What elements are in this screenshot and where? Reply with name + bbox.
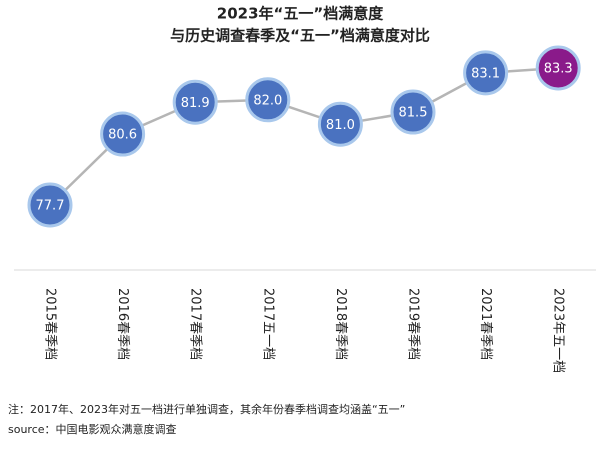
x-tick-label: 2023年五一档: [551, 288, 566, 373]
x-tick-label: 2018春季档: [333, 288, 348, 360]
marker: [535, 45, 581, 91]
marker: [245, 77, 291, 123]
value-label: 77.7: [36, 199, 65, 214]
value-label: 81.5: [399, 106, 428, 121]
x-tick-label: 2016春季档: [115, 288, 130, 360]
marker: [100, 111, 146, 157]
chart-title: 2023年“五一”档满意度: [217, 5, 384, 23]
source: source：中国电影观众满意度调查: [8, 422, 177, 436]
value-label: 80.6: [108, 128, 137, 143]
x-tick-label: 2019春季档: [406, 288, 421, 360]
x-tick-label: 2021春季档: [478, 288, 493, 360]
x-tick-label: 2015春季档: [43, 288, 58, 360]
marker: [172, 79, 218, 125]
marker: [463, 50, 509, 96]
marker: [390, 89, 436, 135]
marker: [27, 182, 73, 228]
x-tick-label: 2017春季档: [188, 288, 203, 360]
note: 注：2017年、2023年对五一档进行单独调查，其余年份春季档调查均涵盖“五一”: [8, 402, 405, 416]
value-label: 83.3: [544, 62, 573, 77]
marker: [317, 101, 363, 147]
value-label: 81.0: [326, 118, 355, 133]
chart-subtitle: 与历史调查春季及“五一”档满意度对比: [170, 27, 430, 45]
value-label: 81.9: [181, 96, 210, 111]
x-tick-label: 2017五一档: [260, 288, 275, 360]
value-label: 82.0: [253, 93, 282, 108]
value-label: 83.1: [471, 66, 500, 81]
